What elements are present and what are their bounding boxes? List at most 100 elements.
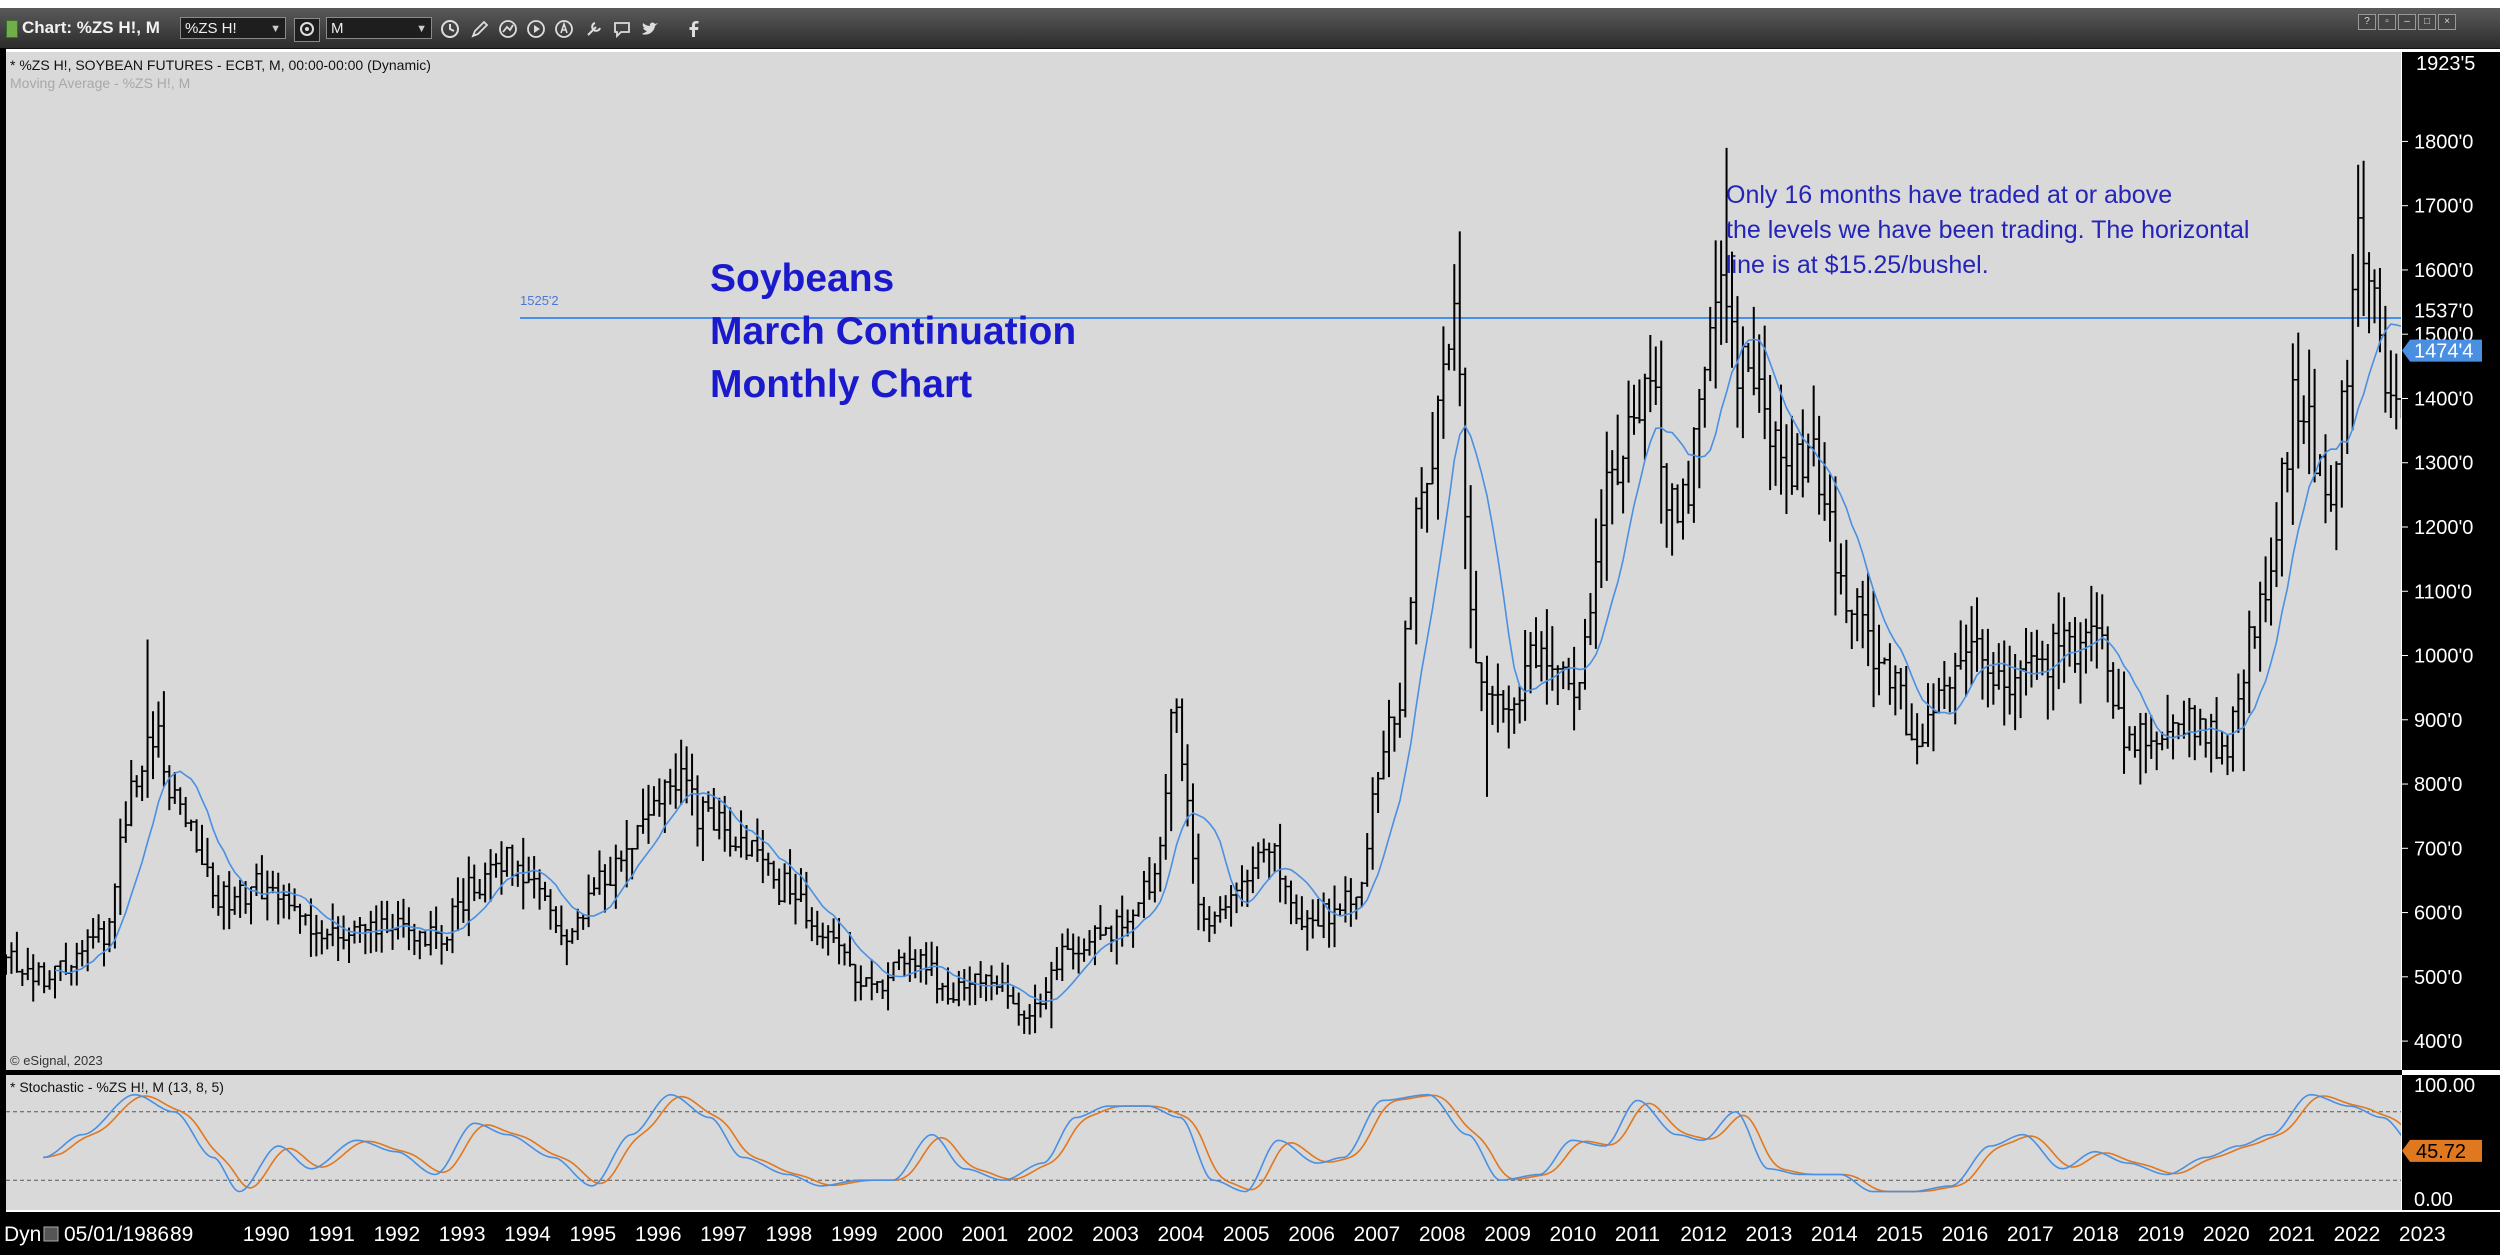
price-axis[interactable]: 400'0 500'0 600'0 700'0 800'0 900'0 1000'0 1100…	[2402, 52, 2500, 1070]
price-bar	[2333, 461, 2340, 551]
price-bar	[2186, 697, 2193, 758]
price-bar	[1173, 698, 1180, 733]
price-bar	[509, 844, 516, 886]
price-bar	[1772, 421, 1779, 486]
calendar-icon[interactable]	[43, 1226, 59, 1242]
price-bar	[1914, 713, 1921, 765]
price-bar	[2180, 700, 2187, 739]
price-bar	[574, 908, 581, 940]
price-bar	[645, 784, 652, 844]
price-bar	[307, 898, 314, 957]
price-bar	[1543, 609, 1550, 705]
moving-average-line	[54, 323, 2401, 1003]
price-bar	[1347, 878, 1354, 927]
price-bar	[1211, 911, 1218, 934]
time-axis[interactable]: Dyn 05/01/1986 89 1990 1991 1992 1993 1994 1995 1…	[0, 1212, 2500, 1255]
price-bar	[1908, 703, 1915, 741]
price-bar	[248, 886, 255, 925]
price-bar	[1157, 836, 1164, 892]
price-bar	[1968, 606, 1975, 686]
help-icon[interactable]: ?	[2358, 14, 2376, 30]
price-bar	[1375, 772, 1382, 814]
price-bar	[2126, 726, 2133, 751]
clock-icon[interactable]	[440, 19, 460, 39]
price-bar	[999, 962, 1006, 992]
price-bar	[1179, 698, 1186, 782]
stochastic-value-badge	[2402, 1139, 2482, 1162]
price-bar	[1222, 895, 1229, 920]
year-label: 1993	[439, 1223, 486, 1246]
price-bar	[449, 898, 456, 954]
price-bar	[531, 856, 538, 899]
price-bar	[1652, 346, 1659, 405]
chart-title-line-1: Soybeans	[710, 257, 895, 300]
year-label: 2017	[2007, 1223, 2054, 1246]
comment-icon[interactable]	[612, 19, 632, 39]
price-bar	[1135, 902, 1142, 917]
price-bar	[1756, 334, 1763, 413]
price-bar	[1228, 885, 1235, 927]
alert-icon[interactable]	[554, 19, 574, 39]
price-bar	[1249, 846, 1256, 894]
price-bar	[1042, 977, 1049, 1010]
close-icon[interactable]: ×	[2438, 14, 2456, 30]
price-bar	[1440, 326, 1447, 439]
pencil-icon[interactable]	[470, 19, 490, 39]
price-bar	[2153, 731, 2160, 771]
price-bar	[1331, 885, 1338, 948]
price-bar	[389, 913, 396, 950]
tools-icon[interactable]	[584, 19, 604, 39]
price-bar	[2229, 706, 2236, 772]
price-bar	[1581, 618, 1588, 690]
price-bar	[1424, 482, 1431, 533]
price-bar	[716, 797, 723, 840]
price-bar	[1146, 857, 1153, 900]
year-label: 2013	[1746, 1223, 1793, 1246]
price-bar	[1168, 708, 1175, 832]
price-panel[interactable]: * %ZS H!, SOYBEAN FUTURES - ECBT, M, 00:…	[6, 52, 2401, 1070]
stochastic-panel[interactable]: * Stochastic - %ZS H!, M (13, 8, 5)	[6, 1075, 2401, 1210]
price-bar	[79, 940, 86, 967]
price-bar	[1293, 894, 1300, 925]
stochastic-axis[interactable]: 100.00 0.00 45.72	[2402, 1075, 2500, 1210]
price-bar	[1941, 661, 1948, 710]
price-bar	[623, 819, 630, 888]
price-bar	[689, 753, 696, 816]
link-icon[interactable]	[294, 18, 320, 42]
price-bar	[2039, 640, 2046, 676]
price-bar	[650, 786, 657, 816]
price-bar	[661, 779, 668, 833]
maximize-icon[interactable]: □	[2418, 14, 2436, 30]
price-bar	[1641, 373, 1648, 460]
price-bar	[1081, 938, 1088, 962]
price-bar	[2393, 353, 2400, 430]
chart-icon[interactable]	[498, 19, 518, 39]
play-icon[interactable]	[526, 19, 546, 39]
price-bar	[95, 914, 102, 943]
minimize-icon[interactable]: –	[2398, 14, 2416, 30]
last-price-label: 1537'0	[2414, 300, 2473, 322]
price-bar	[1903, 666, 1910, 736]
interval-input[interactable]: M ▼	[326, 17, 432, 39]
price-bar	[1369, 777, 1376, 870]
symbol-input[interactable]: %ZS H! ▼	[180, 17, 286, 39]
facebook-icon[interactable]	[684, 19, 704, 39]
price-tick-label: 1100'0	[2414, 581, 2472, 603]
price-bar	[30, 954, 37, 1002]
twitter-icon[interactable]	[640, 19, 660, 39]
price-bar	[939, 982, 946, 1001]
restore-icon[interactable]: ▫	[2378, 14, 2396, 30]
horizontal-line-label: 1525'2	[520, 293, 559, 308]
price-bar	[863, 977, 870, 987]
price-bar	[1750, 306, 1757, 396]
price-bar	[35, 962, 42, 986]
price-bar	[1767, 374, 1774, 491]
price-top-label: 1923'5	[2416, 53, 2475, 75]
price-bar	[1690, 427, 1697, 523]
year-label: 1990	[243, 1223, 290, 1246]
price-bar	[1140, 870, 1147, 918]
panel-separator[interactable]	[0, 1070, 2402, 1075]
price-bar	[1892, 665, 1899, 716]
price-bar	[874, 981, 881, 994]
price-bar	[2077, 622, 2084, 704]
